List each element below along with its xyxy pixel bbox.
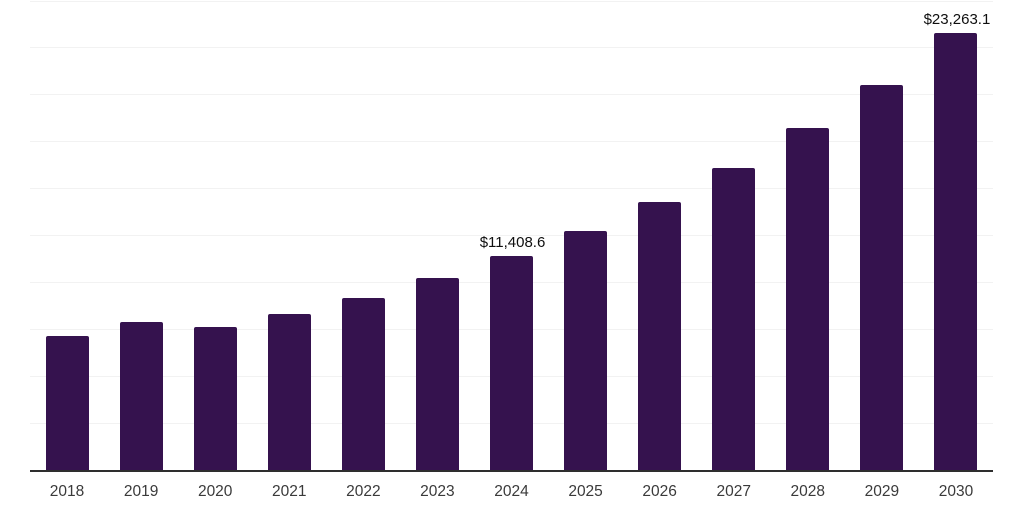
x-tick-2018: 2018 bbox=[49, 483, 85, 500]
x-tick-2019: 2019 bbox=[123, 483, 159, 500]
x-axis-line bbox=[30, 470, 993, 472]
bar-2026 bbox=[638, 202, 682, 470]
gridline-22500 bbox=[30, 47, 993, 49]
bar-2024 bbox=[490, 255, 533, 470]
gridline-25000 bbox=[30, 0, 993, 2]
bar-2023 bbox=[415, 277, 459, 470]
x-tick-2025: 2025 bbox=[568, 483, 603, 500]
bar-2027 bbox=[712, 167, 756, 470]
x-tick-2027: 2027 bbox=[716, 483, 751, 500]
bar-2028 bbox=[786, 128, 830, 470]
x-tick-2020: 2020 bbox=[197, 483, 233, 500]
x-tick-2024: 2024 bbox=[494, 483, 529, 500]
value-label-2030: $23,263.1 bbox=[923, 11, 991, 29]
x-tick-2021: 2021 bbox=[272, 483, 307, 500]
bar-2030 bbox=[934, 33, 978, 470]
bar-2025 bbox=[564, 230, 608, 470]
value-label-2024: $11,408.6 bbox=[479, 233, 546, 251]
x-tick-2029: 2029 bbox=[864, 483, 900, 500]
gridline-12500 bbox=[30, 235, 993, 237]
bar-2018 bbox=[45, 336, 89, 470]
gridline-15000 bbox=[30, 188, 993, 190]
x-tick-2030: 2030 bbox=[938, 483, 974, 500]
bar-2021 bbox=[267, 314, 311, 470]
bar-2020 bbox=[193, 326, 237, 470]
x-tick-2023: 2023 bbox=[420, 483, 455, 500]
x-tick-2022: 2022 bbox=[346, 483, 381, 500]
gridline-20000 bbox=[30, 94, 993, 96]
x-tick-2028: 2028 bbox=[790, 483, 826, 500]
bar-2022 bbox=[341, 297, 385, 470]
bar-2019 bbox=[119, 321, 163, 470]
gridline-17500 bbox=[30, 141, 993, 143]
plot-area: $11,408.6 $23,263.1 bbox=[30, 0, 993, 472]
x-tick-2026: 2026 bbox=[642, 483, 677, 500]
bar-2029 bbox=[860, 85, 904, 470]
